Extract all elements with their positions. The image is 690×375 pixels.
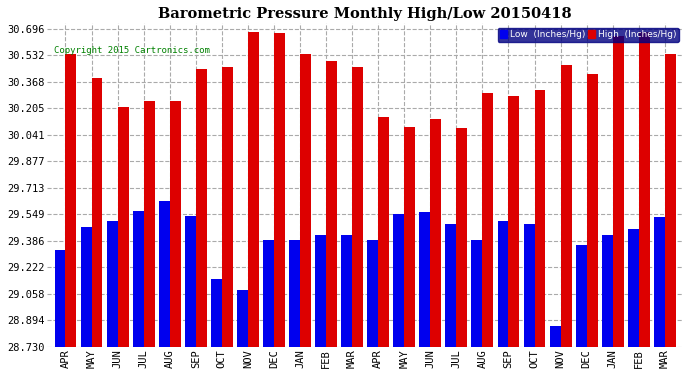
Bar [639, 32, 650, 375]
Bar [367, 240, 378, 375]
Bar [132, 211, 144, 375]
Bar [107, 220, 117, 375]
Bar [431, 119, 441, 375]
Bar [300, 54, 311, 375]
Bar [586, 74, 598, 375]
Bar [326, 61, 337, 375]
Bar [237, 290, 248, 375]
Bar [602, 235, 613, 375]
Bar [274, 33, 285, 375]
Title: Barometric Pressure Monthly High/Low 20150418: Barometric Pressure Monthly High/Low 201… [158, 7, 572, 21]
Bar [509, 96, 520, 375]
Bar [341, 235, 352, 375]
Bar [471, 240, 482, 375]
Bar [482, 93, 493, 375]
Bar [524, 224, 535, 375]
Bar [159, 201, 170, 375]
Bar [628, 229, 639, 375]
Bar [315, 235, 326, 375]
Bar [393, 214, 404, 375]
Bar [185, 216, 196, 375]
Bar [560, 66, 571, 375]
Bar [664, 54, 676, 375]
Bar [211, 279, 221, 375]
Bar [352, 67, 363, 375]
Bar [81, 227, 92, 375]
Bar [55, 250, 66, 375]
Legend: Low  (Inches/Hg), High  (Inches/Hg): Low (Inches/Hg), High (Inches/Hg) [497, 28, 678, 42]
Bar [92, 78, 103, 375]
Bar [456, 129, 467, 375]
Bar [446, 224, 456, 375]
Bar [263, 240, 274, 375]
Bar [289, 240, 300, 375]
Bar [550, 326, 560, 375]
Bar [196, 69, 207, 375]
Bar [613, 36, 624, 375]
Bar [66, 54, 77, 375]
Bar [248, 32, 259, 375]
Bar [170, 101, 181, 375]
Text: Copyright 2015 Cartronics.com: Copyright 2015 Cartronics.com [54, 46, 210, 55]
Bar [144, 101, 155, 375]
Bar [221, 67, 233, 375]
Bar [654, 217, 664, 375]
Bar [420, 213, 431, 375]
Bar [404, 127, 415, 375]
Bar [575, 245, 586, 375]
Bar [497, 220, 509, 375]
Bar [378, 117, 389, 375]
Bar [535, 90, 546, 375]
Bar [117, 108, 128, 375]
